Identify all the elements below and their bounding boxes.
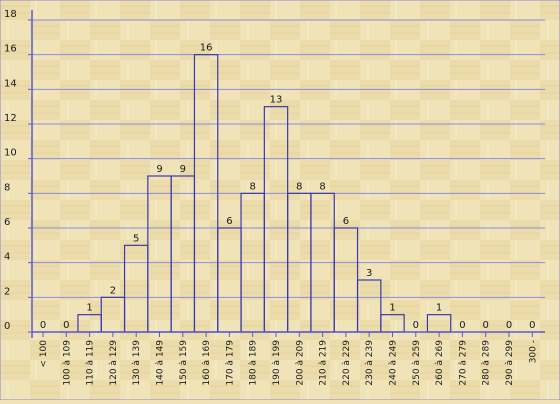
value-label-12: 8 <box>319 181 325 192</box>
value-label-14: 3 <box>366 268 372 279</box>
y-tick-label-14: 14 <box>4 78 17 89</box>
value-label-8: 6 <box>226 216 232 227</box>
category-label-15: 240 à 249 <box>389 340 399 386</box>
category-label-19: 280 à 289 <box>482 340 492 386</box>
category-label-5: 140 à 149 <box>156 340 166 386</box>
value-label-19: 0 <box>483 320 489 331</box>
value-label-13: 6 <box>343 216 349 227</box>
category-label-20: 290 à 299 <box>505 340 515 386</box>
value-label-4: 5 <box>133 233 139 244</box>
y-tick-label-16: 16 <box>4 44 17 55</box>
value-label-0: 0 <box>40 320 46 331</box>
y-tick-label-10: 10 <box>4 148 17 159</box>
category-label-10: 190 à 199 <box>272 340 282 386</box>
category-label-16: 250 à 259 <box>412 340 422 386</box>
y-tick-label-8: 8 <box>4 182 10 193</box>
category-label-1: 100 à 109 <box>62 340 72 386</box>
value-label-15: 1 <box>389 303 395 314</box>
grid-lines <box>32 19 545 298</box>
category-label-0: < 100 <box>39 340 49 368</box>
value-label-5: 9 <box>156 164 162 175</box>
bars <box>77 54 452 333</box>
category-label-4: 130 à 139 <box>132 340 142 386</box>
category-label-2: 110 à 119 <box>86 340 96 386</box>
category-label-12: 210 à 219 <box>319 340 329 386</box>
y-tick-label-12: 12 <box>4 113 17 124</box>
value-label-9: 8 <box>250 181 256 192</box>
y-tick-label-2: 2 <box>4 286 10 297</box>
axes <box>28 10 545 338</box>
value-label-1: 0 <box>63 320 69 331</box>
value-label-16: 0 <box>413 320 419 331</box>
category-label-18: 270 à 279 <box>458 340 468 386</box>
category-label-21: 300 - <box>528 340 538 363</box>
value-label-17: 1 <box>436 303 442 314</box>
value-label-6: 9 <box>180 164 186 175</box>
category-label-13: 220 à 229 <box>342 340 352 386</box>
y-tick-label-4: 4 <box>4 252 10 263</box>
y-tick-label-18: 18 <box>4 9 17 20</box>
value-label-21: 0 <box>529 320 535 331</box>
category-label-3: 120 à 129 <box>109 340 119 386</box>
category-label-9: 180 à 189 <box>249 340 259 386</box>
value-label-20: 0 <box>506 320 512 331</box>
y-tick-label-0: 0 <box>4 321 10 332</box>
y-tick-label-6: 6 <box>4 217 10 228</box>
value-label-10: 13 <box>270 95 283 106</box>
value-label-2: 1 <box>86 303 92 314</box>
category-label-7: 160 à 169 <box>202 340 212 386</box>
category-label-6: 150 à 159 <box>179 340 189 386</box>
value-label-18: 0 <box>459 320 465 331</box>
category-label-11: 200 à 209 <box>295 340 305 386</box>
category-label-8: 170 à 179 <box>225 340 235 386</box>
value-label-11: 8 <box>296 181 302 192</box>
value-label-3: 2 <box>110 285 116 296</box>
category-label-17: 260 à 269 <box>435 340 445 386</box>
category-label-14: 230 à 239 <box>365 340 375 386</box>
value-label-7: 16 <box>200 43 213 54</box>
